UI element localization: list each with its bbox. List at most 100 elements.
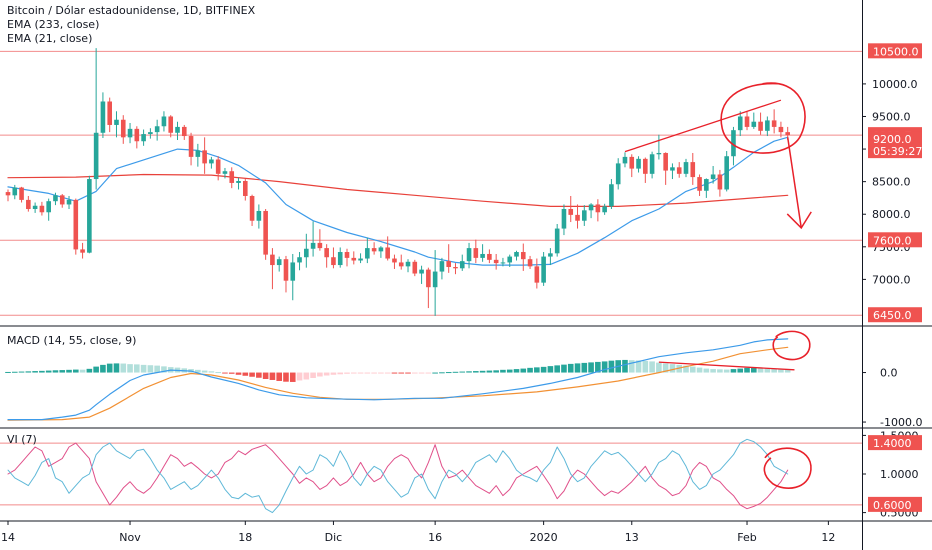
macd-histogram-bar xyxy=(412,372,418,374)
macd-histogram-bar xyxy=(405,372,411,374)
vi-drawn-circle xyxy=(763,447,812,489)
candle-body xyxy=(520,252,526,260)
symbol-title[interactable]: Bitcoin / Dólar estadounidense, 1D, BITF… xyxy=(7,4,256,17)
vi-label[interactable]: VI (7) xyxy=(7,433,37,446)
candle-body xyxy=(243,180,248,196)
macd-histogram-bar xyxy=(737,368,744,373)
time-tick-label: Dic xyxy=(325,531,343,544)
macd-histogram-bar xyxy=(140,364,147,373)
time-tick-label: 14 xyxy=(1,531,15,544)
candle-body xyxy=(398,262,404,267)
candle-body xyxy=(453,267,458,269)
candle-body xyxy=(127,128,133,138)
macd-histogram-bar xyxy=(106,363,113,373)
macd-histogram-bar xyxy=(622,359,628,373)
macd-histogram-bar xyxy=(161,366,167,373)
macd-histogram-bar xyxy=(452,371,459,373)
macd-label[interactable]: MACD (14, 55, close, 9) xyxy=(7,334,137,347)
macd-histogram-bar xyxy=(784,369,791,373)
macd-histogram-bar xyxy=(93,366,99,373)
ema21-legend[interactable]: EMA (21, close) xyxy=(7,32,93,45)
candle-body xyxy=(629,156,635,169)
time-tick-label: 13 xyxy=(625,531,639,544)
candle-body xyxy=(297,257,302,263)
macd-histogram-bar xyxy=(696,367,703,373)
candle-body xyxy=(161,116,167,127)
candle-body xyxy=(771,120,777,127)
candle-body xyxy=(392,258,397,263)
price-tick-label: 10000.0 xyxy=(872,78,918,91)
macd-histogram-bar xyxy=(642,360,649,373)
macd-histogram-bar xyxy=(757,367,764,373)
macd-histogram-bar xyxy=(384,372,391,374)
candle-body xyxy=(704,179,709,191)
macd-histogram-bar xyxy=(52,370,59,373)
macd-histogram-bar xyxy=(100,364,106,373)
vi-tick-label: 1.0000 xyxy=(880,468,919,481)
candle-body xyxy=(120,119,126,138)
macd-histogram-bar xyxy=(350,372,357,374)
candle-body xyxy=(697,177,702,191)
macd-histogram-bar xyxy=(66,369,72,373)
vi-level-label: 1.4000 xyxy=(873,437,912,450)
ema233-legend[interactable]: EMA (233, close) xyxy=(7,18,100,31)
candle-body xyxy=(26,199,31,210)
macd-histogram-bar xyxy=(262,372,269,379)
macd-histogram-bar xyxy=(500,369,506,373)
candle-body xyxy=(12,187,18,196)
macd-line xyxy=(7,338,789,421)
candle-body xyxy=(656,152,662,155)
macd-histogram-bar xyxy=(445,372,452,374)
candle-body xyxy=(582,210,587,221)
macd-histogram-bar xyxy=(276,372,282,381)
macd-histogram-bar xyxy=(289,372,296,382)
macd-histogram-bar xyxy=(710,369,716,373)
candle-body xyxy=(670,167,675,171)
macd-histogram-bar xyxy=(689,366,696,373)
candle-body xyxy=(87,179,92,253)
macd-histogram-bar xyxy=(235,372,242,375)
price-badge-bg xyxy=(868,143,922,159)
time-tick-label: 12 xyxy=(821,531,835,544)
candle-body xyxy=(724,156,729,190)
macd-histogram-bar xyxy=(595,361,601,373)
time-tick-label: 16 xyxy=(428,531,442,544)
price-level-label-bg xyxy=(868,307,922,323)
macd-histogram-bar xyxy=(547,366,554,373)
macd-histogram-bar xyxy=(11,371,18,373)
candle-body xyxy=(263,210,268,255)
macd-histogram-bar xyxy=(398,372,405,374)
macd-histogram-bar xyxy=(242,372,249,376)
candle-body xyxy=(256,210,262,221)
macd-histogram-bar xyxy=(113,363,120,373)
macd-histogram-bar xyxy=(717,369,723,373)
macd-histogram-bar xyxy=(25,371,32,373)
candle-body xyxy=(568,209,574,215)
candle-body xyxy=(419,269,424,274)
macd-histogram-bar xyxy=(730,369,737,373)
macd-histogram-bar xyxy=(357,372,364,374)
time-tick-label: Nov xyxy=(119,531,141,544)
candle-body xyxy=(358,258,363,261)
macd-histogram-bar xyxy=(723,369,730,373)
macd-histogram-bar xyxy=(703,368,710,373)
macd-histogram-bar xyxy=(567,363,574,373)
candle-body xyxy=(459,261,465,269)
candle-body xyxy=(500,262,506,264)
candle-body xyxy=(676,167,682,174)
macd-histogram-bar xyxy=(534,367,540,373)
candle-body xyxy=(602,206,607,213)
candle-body xyxy=(690,162,696,178)
candle-body xyxy=(80,249,85,253)
macd-drawn-line xyxy=(658,361,795,371)
macd-legend[interactable]: MACD (14, 55, close, 9) xyxy=(7,334,136,348)
candle-body xyxy=(236,180,241,183)
vi-legend[interactable]: VI (7) xyxy=(7,433,37,447)
price-level-label: 10500.0 xyxy=(873,45,919,58)
candle-body xyxy=(66,199,72,205)
macd-histogram-bar xyxy=(466,371,472,373)
drawn-trendline xyxy=(624,99,782,153)
macd-histogram-bar xyxy=(527,367,533,373)
